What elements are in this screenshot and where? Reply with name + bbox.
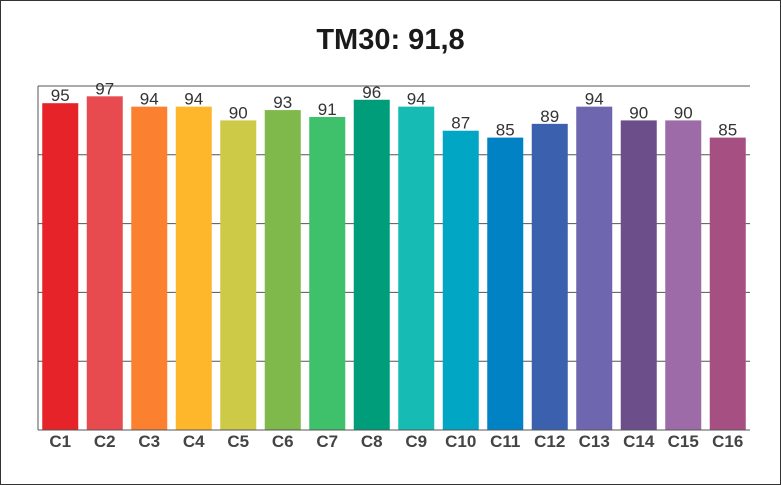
bar-c9 [398, 106, 435, 430]
value-label-c11: 85 [496, 121, 515, 140]
value-label-c5: 90 [229, 103, 248, 122]
bar-c11 [487, 137, 524, 430]
value-label-c9: 94 [407, 90, 426, 109]
category-label-c11: C11 [490, 432, 520, 451]
category-label-c7: C7 [316, 432, 338, 451]
category-label-c4: C4 [183, 432, 205, 451]
category-label-c8: C8 [361, 432, 383, 451]
value-label-c8: 96 [362, 83, 381, 102]
bar-c13 [576, 106, 613, 430]
value-label-c10: 87 [451, 114, 470, 133]
value-label-c7: 91 [318, 100, 337, 119]
bar-c15 [665, 120, 702, 431]
bar-c12 [531, 123, 568, 430]
category-label-c16: C16 [712, 432, 743, 451]
category-label-c12: C12 [534, 432, 565, 451]
category-label-c10: C10 [445, 432, 476, 451]
value-label-c1: 95 [51, 86, 70, 105]
bar-c4 [175, 106, 212, 430]
value-label-c14: 90 [629, 103, 648, 122]
bar-c16 [709, 137, 746, 430]
value-label-c4: 94 [184, 90, 203, 109]
category-label-c2: C2 [94, 432, 116, 451]
category-label-c6: C6 [272, 432, 294, 451]
value-label-c13: 94 [585, 90, 604, 109]
category-label-c5: C5 [227, 432, 249, 451]
bar-c3 [131, 106, 168, 430]
category-label-c9: C9 [405, 432, 427, 451]
bar-c8 [353, 99, 390, 430]
category-label-c1: C1 [49, 432, 71, 451]
bar-c6 [264, 110, 301, 430]
value-label-c6: 93 [273, 93, 292, 112]
bar-c14 [620, 120, 657, 431]
category-label-c3: C3 [138, 432, 160, 451]
bar-c10 [442, 130, 479, 430]
bar-c1 [42, 103, 79, 430]
category-label-c15: C15 [668, 432, 699, 451]
bar-c5 [220, 120, 257, 431]
bar-c7 [309, 116, 346, 431]
bar-c2 [86, 96, 123, 430]
value-label-c16: 85 [718, 121, 737, 140]
value-label-c12: 89 [540, 107, 559, 126]
chart-title: TM30: 91,8 [316, 24, 465, 56]
value-label-c3: 94 [140, 90, 159, 109]
value-label-c15: 90 [674, 103, 693, 122]
category-label-c13: C13 [579, 432, 610, 451]
category-label-c14: C14 [623, 432, 655, 451]
value-label-c2: 97 [95, 79, 114, 98]
